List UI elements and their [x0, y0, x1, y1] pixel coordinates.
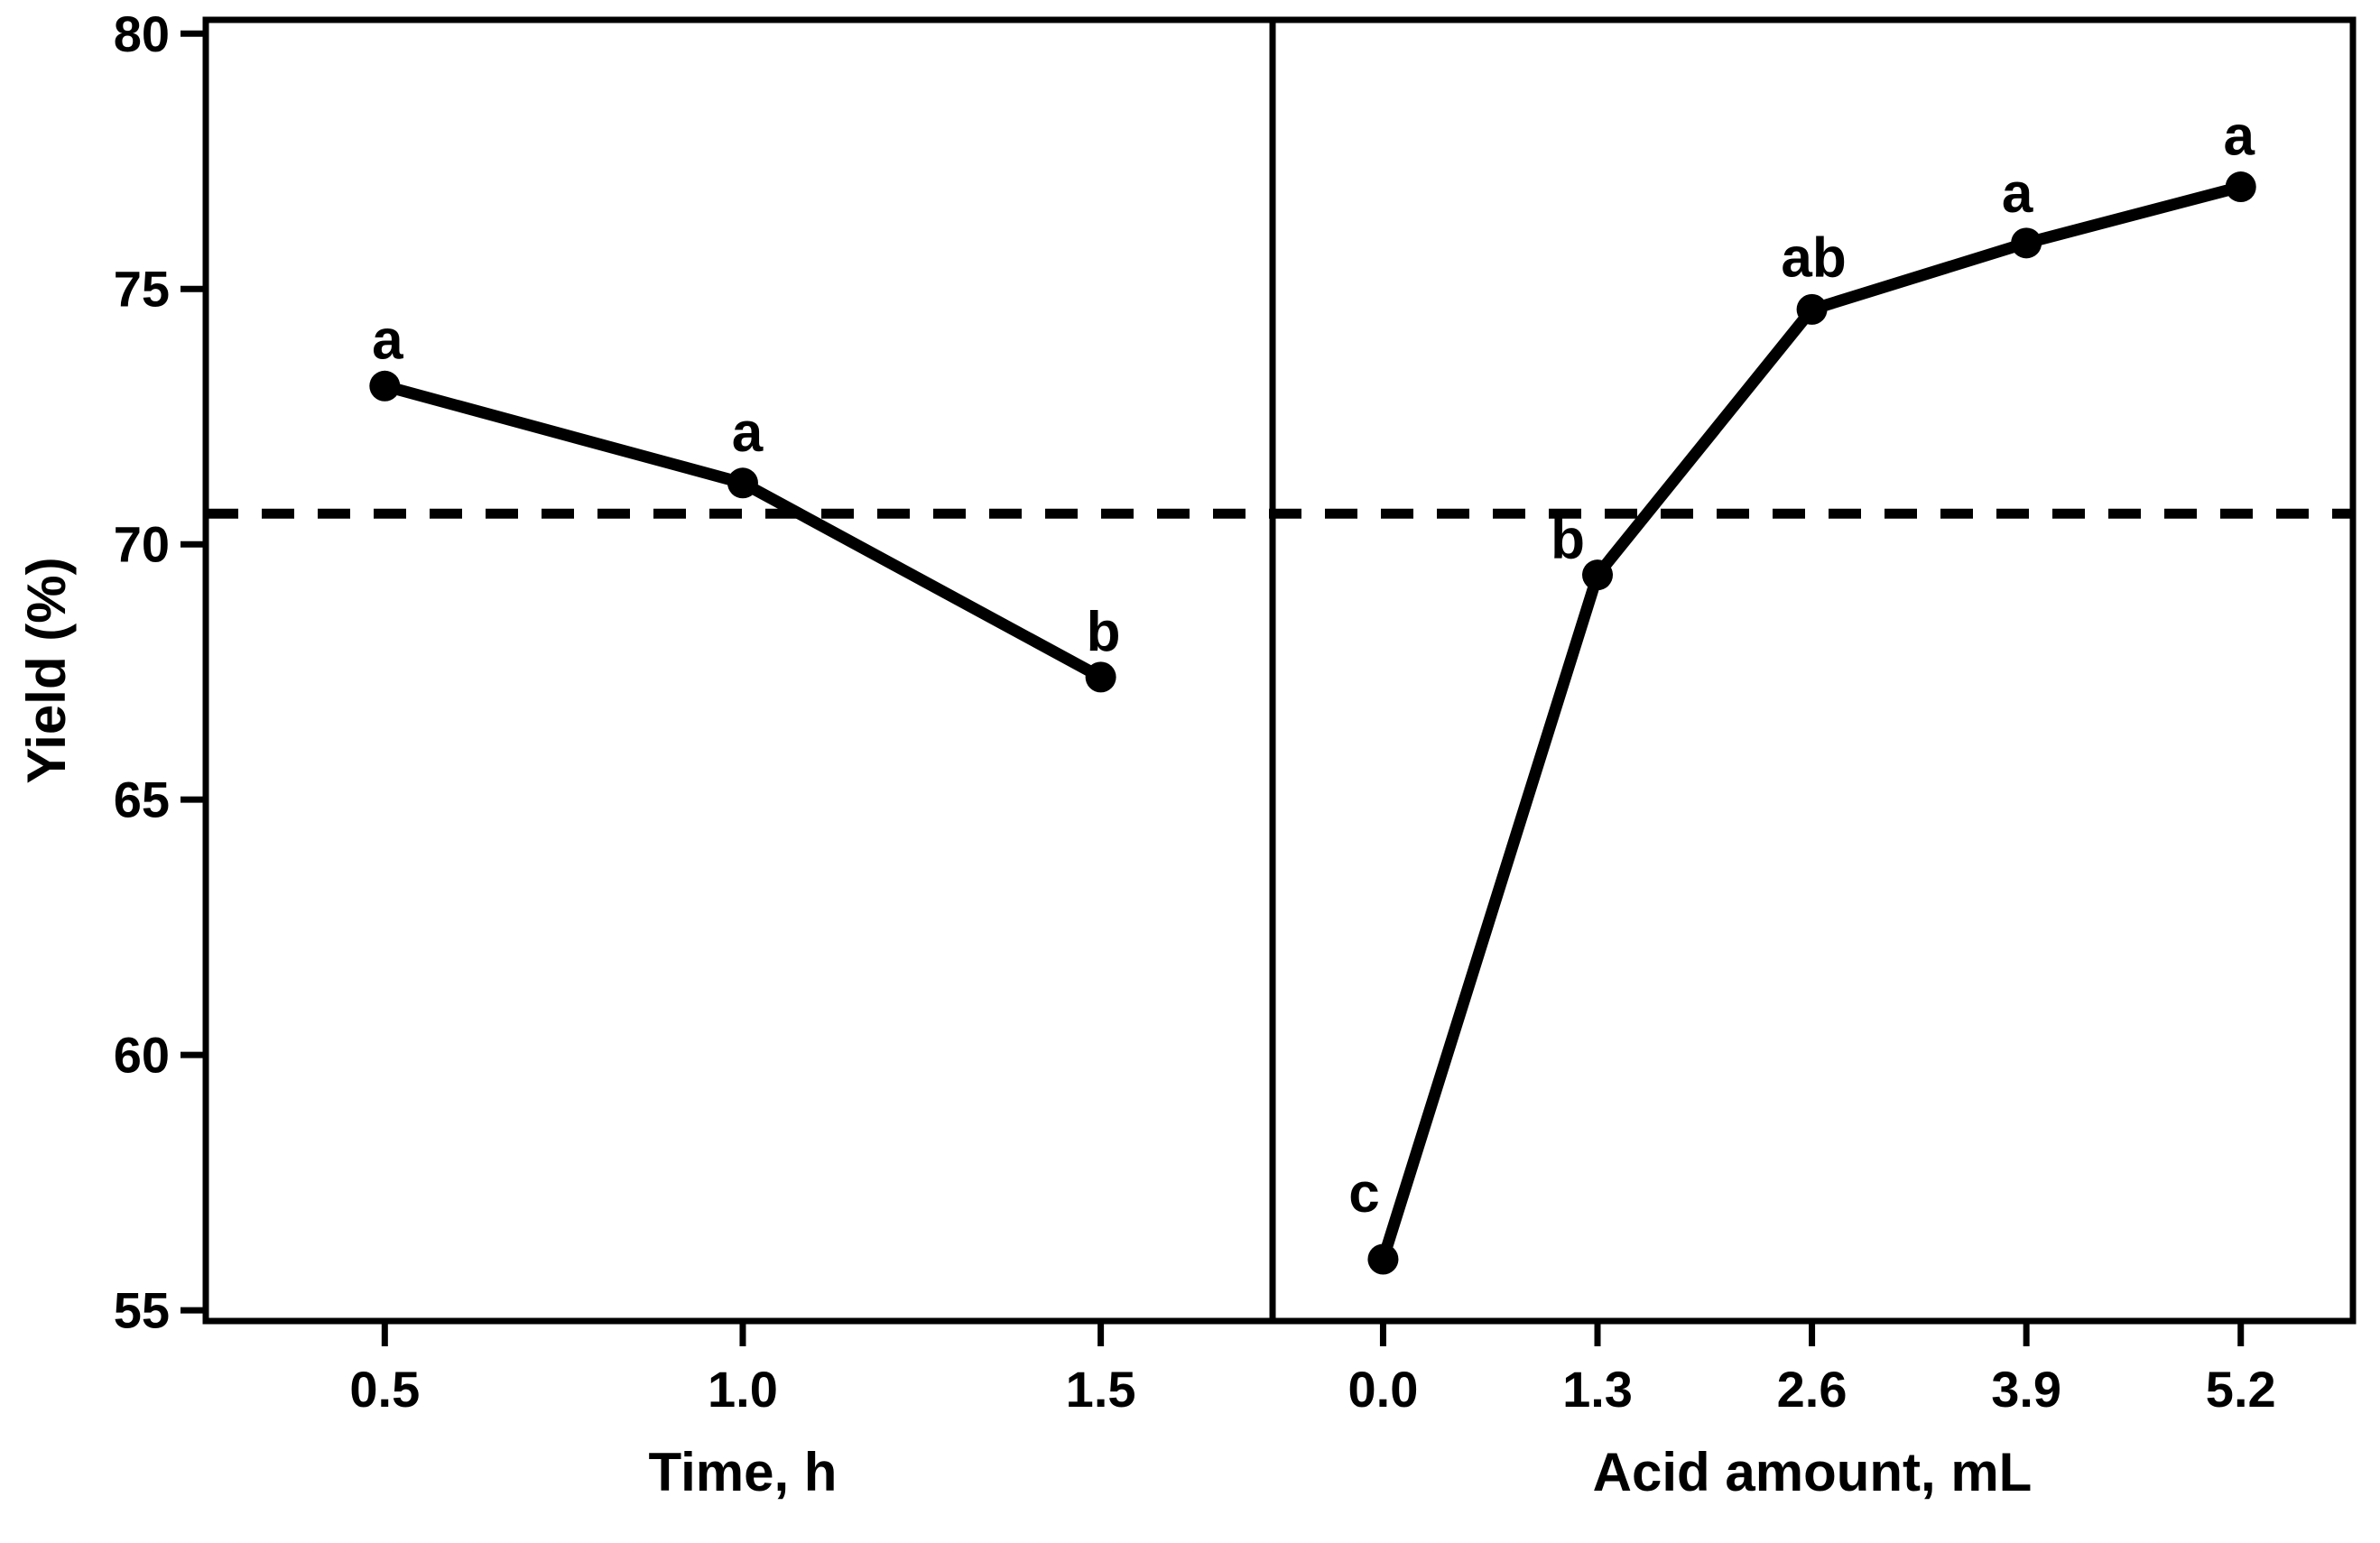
significance-letter: ab: [1781, 226, 1846, 289]
y-axis-tick-label: 65: [114, 772, 170, 828]
significance-letter: c: [1348, 1162, 1379, 1224]
significance-letter: b: [1551, 509, 1585, 571]
x-axis-tick-label: 0.0: [1348, 1361, 1419, 1418]
x-axis-tick-label: 2.6: [1777, 1361, 1848, 1418]
y-axis-tick-label: 55: [114, 1282, 170, 1339]
data-point-marker: [727, 467, 758, 499]
data-point-marker: [1367, 1243, 1399, 1275]
data-point-marker: [1582, 559, 1614, 591]
series-line-panel-2: [1376, 180, 2247, 1266]
y-axis-title: Yield (%): [16, 557, 77, 783]
data-point-marker: [369, 370, 401, 402]
x-axis-tick-label: 1.3: [1562, 1361, 1633, 1418]
x-axis-tick-label: 1.5: [1066, 1361, 1136, 1418]
data-point-marker: [1085, 661, 1116, 693]
significance-letter: a: [2002, 162, 2033, 225]
x-axis-tick-label: 5.2: [2206, 1361, 2276, 1418]
x-axis-tick-label: 3.9: [1991, 1361, 2061, 1418]
x-axis-title-acid: Acid amount, mL: [1593, 1442, 2033, 1502]
x-axis-title-time: Time, h: [649, 1442, 838, 1502]
x-axis-tick-label: 0.5: [349, 1361, 420, 1418]
significance-letter: b: [1087, 601, 1121, 663]
significance-letter: a: [372, 309, 403, 371]
y-axis-tick-label: 60: [114, 1027, 170, 1084]
significance-letter: a: [732, 402, 764, 464]
data-point-marker: [2225, 171, 2256, 203]
y-axis-tick-label: 70: [114, 516, 170, 573]
plot-border: [202, 16, 2357, 1325]
y-axis-tick-label: 75: [114, 261, 170, 318]
y-axis-tick-label: 80: [114, 5, 170, 62]
data-point-marker: [2011, 227, 2042, 259]
data-point-marker: [1796, 293, 1828, 325]
significance-letter: a: [2223, 106, 2255, 168]
x-axis-tick-label: 1.0: [708, 1361, 778, 1418]
